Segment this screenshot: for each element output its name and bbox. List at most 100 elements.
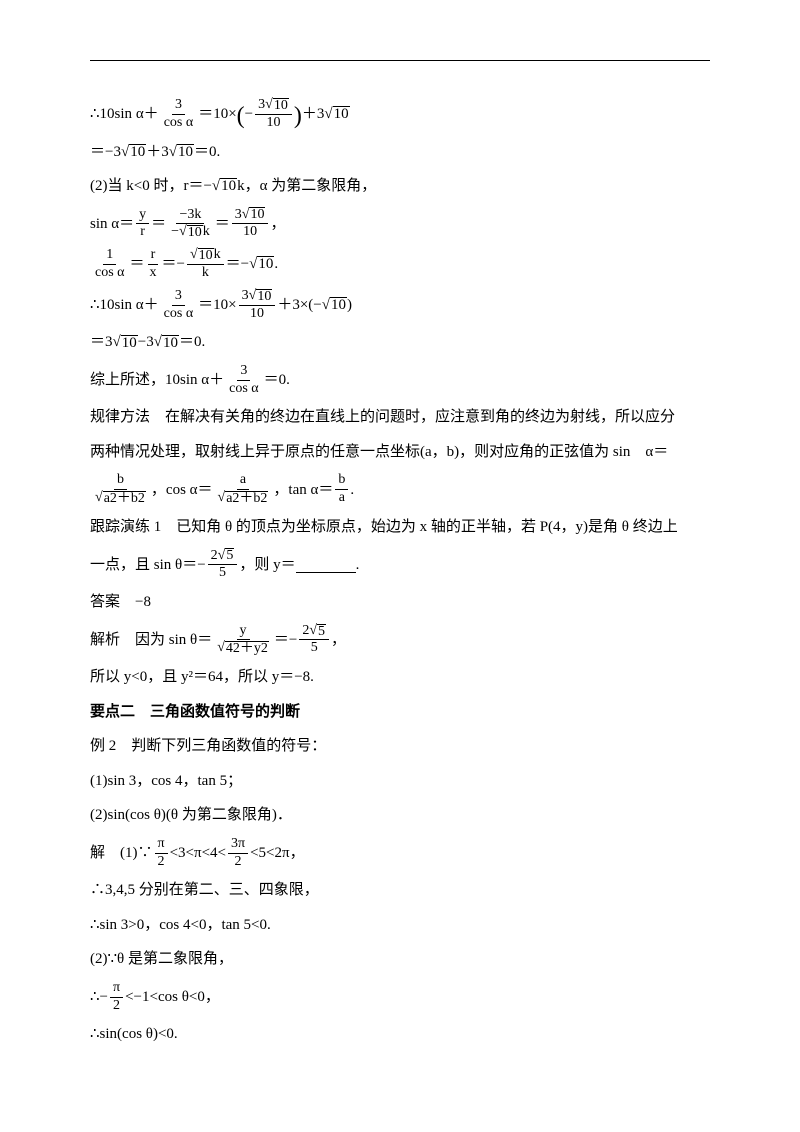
line: ＝3 10 −3 10 ＝0. [90,328,710,357]
analysis: 解析 因为 sin θ＝ y42＋y2 ＝− 255 ， [90,623,710,658]
text: ， [270,210,285,239]
sqrt: 10 [212,172,237,201]
sqrt: 10 [322,291,347,320]
text: ) [347,291,352,320]
solution: ∴− π2 <−1<cos θ<0， [90,980,710,1015]
text: . [274,250,278,279]
sqrt: 10 [121,138,146,167]
document-page: ∴10sin α ＋ 3cos α ＝10× ( − 31010 ) ＋3 10… [90,60,710,1049]
example: (1)sin 3，cos 4，tan 5； [90,767,710,796]
text: −3 [138,328,154,357]
text: ＝− [274,626,297,655]
fraction: 1cos α [92,247,128,282]
text: 跟踪演练 1 已知角 θ 的顶点为坐标原点，始边为 x 轴的正半轴，若 P(4，… [90,513,678,542]
text: 综上所述，10sin α＋ [90,366,224,395]
text: ＝10× [198,291,236,320]
fraction: 255 [208,548,238,583]
answer: 答案 −8 [90,588,710,617]
line: 综上所述，10sin α＋ 3cos α ＝0. [90,363,710,398]
text: 例 2 判断下列三角函数值的符号： [90,732,326,761]
text: (2)当 k<0 时，r＝− [90,172,212,201]
text: ＝0. [264,366,290,395]
sqrt: 10 [324,100,349,129]
fraction: 255 [299,623,329,658]
analysis: 所以 y<0，且 y²＝64，所以 y＝−8. [90,663,710,692]
text: ∴sin(cos θ)<0. [90,1020,178,1049]
text: ＝ [130,250,145,279]
text: ，tan α＝ [273,476,333,505]
line: sin α＝ yr ＝ −3k−10k ＝ 31010 ， [90,207,710,242]
solution: (2)∵θ 是第二象限角， [90,945,710,974]
text: ＝10× [198,100,236,129]
fraction: aa2＋b2 [215,472,272,507]
fraction: 31010 [255,97,292,132]
text: ＝−3 [90,138,121,167]
fraction: −3k−10k [168,207,213,242]
text: ＝ [215,210,230,239]
fraction: 3cos α [226,363,262,398]
text: (2)∵θ 是第二象限角， [90,945,233,974]
line: 1cos α ＝ rx ＝− 10kk ＝− 10 . [90,247,710,282]
section-heading: 要点二 三角函数值符号的判断 [90,698,710,727]
sqrt: 10 [249,250,274,279]
text: ＝ [151,210,166,239]
exercise: 一点，且 sin θ＝− 255 ，则 y＝ . [90,548,710,583]
example: (2)sin(cos θ)(θ 为第二象限角)． [90,801,710,830]
text: ＝3 [90,328,113,357]
text: ∴− [90,983,108,1012]
text: ＝0. [179,328,205,357]
fraction: rx [147,247,160,282]
text: ∴10sin [90,100,136,129]
line: ∴10sin α ＋ 3cos α ＝10× ( − 31010 ) ＋3 10 [90,97,710,132]
fraction: 3cos α [161,288,197,323]
text: ＝− [162,250,185,279]
text: ，cos α＝ [151,476,213,505]
text: 所以 y<0，且 y²＝64，所以 y＝−8. [90,663,314,692]
text: ＋ [144,100,159,129]
text: 解析 因为 sin θ＝ [90,626,212,655]
fraction: y42＋y2 [214,623,272,658]
sqrt: 10 [154,328,179,357]
line: (2)当 k<0 时，r＝− 10 k，α 为第二象限角， [90,172,710,201]
text: . [350,476,354,505]
method-line: 规律方法 在解决有关角的终边在直线上的问题时，应注意到角的终边为射线，所以应分 [90,403,710,432]
text: ＝− [226,250,249,279]
text: ＋3×(− [277,291,321,320]
text: 解 (1)∵ [90,839,153,868]
blank-field [296,557,356,573]
text: sin α＝ [90,210,134,239]
exercise: 跟踪演练 1 已知角 θ 的顶点为坐标原点，始边为 x 轴的正半轴，若 P(4，… [90,513,710,542]
solution: 解 (1)∵ π2 <3<π<4< 3π2 <5<2π， [90,836,710,871]
method-formula: ba2＋b2 ，cos α＝ aa2＋b2 ，tan α＝ ba . [90,472,710,507]
fraction: ba2＋b2 [92,472,149,507]
text: k，α 为第二象限角， [237,172,376,201]
fraction: 3cos α [161,97,197,132]
fraction: 3π2 [228,836,248,871]
example: 例 2 判断下列三角函数值的符号： [90,732,710,761]
text: . [356,551,360,580]
text: ＝0. [194,138,220,167]
text: <−1<cos θ<0， [125,983,220,1012]
text: ∴10sin α＋ [90,291,159,320]
text: ∴3,4,5 分别在第二、三、四象限， [90,876,319,905]
fraction: ba [335,472,348,507]
fraction: π2 [110,980,123,1015]
solution: ∴sin 3>0，cos 4<0，tan 5<0. [90,911,710,940]
fraction: π2 [155,836,168,871]
text: α [136,100,144,129]
fraction: yr [136,207,149,242]
text: <5<2π， [250,839,305,868]
solution: ∴sin(cos θ)<0. [90,1020,710,1049]
text: 答案 −8 [90,588,151,617]
text: (1)sin 3，cos 4，tan 5； [90,767,242,796]
line: ＝−3 10 ＋3 10 ＝0. [90,138,710,167]
fraction: 31010 [239,288,276,323]
text: ，则 y＝ [239,551,295,580]
fraction: 10kk [187,247,224,282]
text: 规律方法 在解决有关角的终边在直线上的问题时，应注意到角的终边为射线，所以应分 [90,403,675,432]
fraction: 31010 [232,207,269,242]
sqrt: 10 [169,138,194,167]
text: − [245,100,253,129]
text: ∴sin 3>0，cos 4<0，tan 5<0. [90,911,271,940]
method-line: 两种情况处理，取射线上异于原点的任意一点坐标(a，b)，则对应角的正弦值为 si… [90,438,710,467]
